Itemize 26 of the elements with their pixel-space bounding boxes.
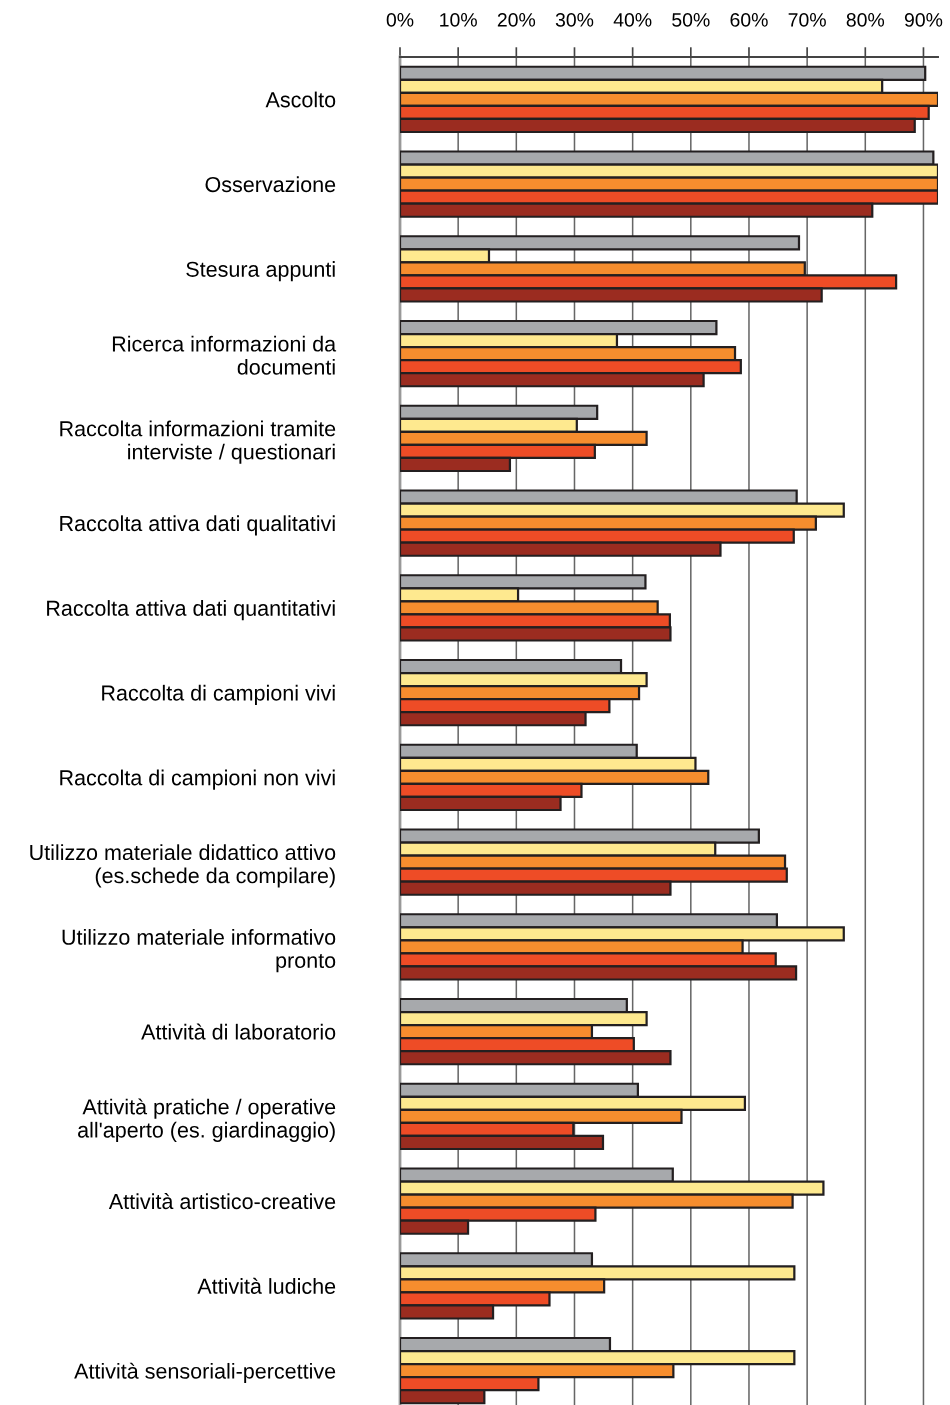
y-tick-label: Raccolta attiva dati quantitativi bbox=[47, 600, 335, 621]
y-tick-label: Attività artistico-creative bbox=[108, 1193, 336, 1210]
y-tick-label: Raccolta informazioni tramite interviste / questionari bbox=[60, 420, 336, 464]
y-tick-label: Raccolta attiva dati qualitativi bbox=[60, 515, 335, 536]
y-tick-label: Stesura appunti bbox=[186, 261, 335, 282]
x-tick-label: 30% bbox=[555, 13, 594, 27]
y-tick-label: Utilizzo materiale informativo pronto bbox=[62, 929, 336, 973]
y-tick-label: Utilizzo materiale didattico attivo (es.schede da compilare) bbox=[30, 844, 336, 888]
y-tick-label: Attività pratiche / operative all'aperto (es. giardinaggio) bbox=[78, 1098, 336, 1142]
x-tick-label: 50% bbox=[672, 13, 710, 27]
y-tick-label: Attività di laboratorio bbox=[141, 1023, 336, 1040]
x-tick-label: 20% bbox=[497, 13, 536, 27]
x-tick-label: 60% bbox=[730, 13, 768, 27]
y-tick-label: Attività ludiche bbox=[197, 1277, 336, 1294]
x-tick-label: 80% bbox=[846, 13, 885, 27]
y-tick-label: Raccolta di campioni non vivi bbox=[60, 769, 335, 790]
x-tick-label: 10% bbox=[440, 13, 477, 27]
x-tick-label: 90% bbox=[904, 13, 943, 27]
x-tick-label: 70% bbox=[788, 13, 826, 27]
x-tick-label: 40% bbox=[613, 13, 652, 27]
y-tick-label: Raccolta di campioni vivi bbox=[102, 684, 335, 705]
x-tick-label: 0% bbox=[386, 13, 414, 27]
y-tick-label: Osservazione bbox=[205, 176, 336, 193]
y-tick-label: Attività sensoriali-percettive bbox=[74, 1362, 336, 1384]
y-tick-label: Ascolto bbox=[265, 91, 336, 108]
y-tick-label: Ricerca informazioni da documenti bbox=[112, 335, 337, 375]
